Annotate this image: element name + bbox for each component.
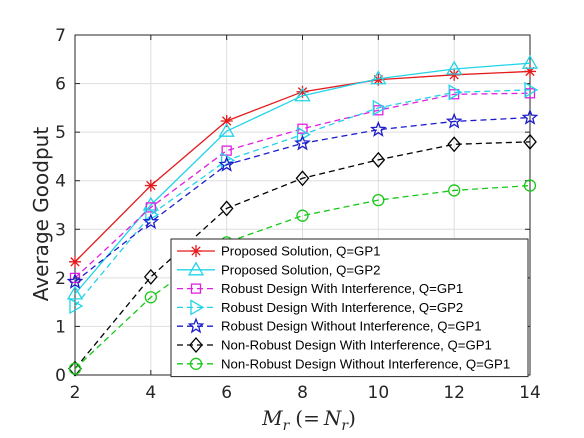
data-point [218,155,236,172]
series-5 [68,133,537,377]
legend-entry: Robust Design Without Interference, Q=GP… [177,317,482,334]
legend-entry: Non-Robust Design With Interference, Q=G… [177,337,492,353]
x-tick-label: 8 [297,383,308,403]
data-point [221,145,232,156]
data-point [68,360,82,377]
series-lines [66,54,539,377]
x-axis-label-m-subscript: r [283,418,291,434]
legend-entry: Proposed Solution, Q=GP1 [177,244,380,259]
x-tick-label: 10 [368,383,390,403]
legend-label: Proposed Solution, Q=GP1 [221,244,380,259]
x-tick-label: 12 [443,383,465,403]
legend-label: Non-Robust Design Without Interference, … [221,356,510,371]
x-axis-label: Mr (= Nr) [261,406,356,434]
legend-marker-swatch [190,299,205,316]
legend-marker-swatch [189,357,203,370]
data-point [523,179,537,192]
data-point [521,108,539,125]
axis-labels: Average Goodput Mr (= Nr) [29,127,356,434]
data-point [296,85,309,98]
series-2 [69,88,536,284]
legend-marker-swatch [187,261,205,276]
legend: Proposed Solution, Q=GP1 Proposed Solutio… [170,238,529,378]
legend-marker-swatch [187,317,205,334]
legend-label: Robust Design Without Interference, Q=GP… [221,319,482,334]
legend-label: Non-Robust Design With Interference, Q=G… [221,338,492,353]
data-point [448,84,463,101]
data-point [524,65,536,78]
data-point [68,362,82,375]
x-axis-label-m: M [261,406,283,430]
data-point [369,120,387,137]
series-line [74,62,531,295]
data-point [69,297,84,315]
series-line [74,184,531,370]
y-axis-label: Average Goodput [29,127,53,302]
data-point [66,285,84,300]
x-axis-label-n: N [323,406,343,430]
y-tick-label: 2 [55,269,66,289]
data-point [295,170,310,187]
legend-label: Robust Design With Interference, Q=GP1 [221,281,463,296]
data-point [142,213,160,230]
y-tick-label: 1 [55,317,66,337]
data-point [143,268,158,285]
series-line [74,141,531,370]
data-point [218,122,235,137]
series-line [74,116,531,283]
x-tick-label: 4 [145,383,156,403]
data-point [69,255,81,268]
data-point [372,193,385,207]
legend-entry: Robust Design With Interference, Q=GP2 [177,299,463,316]
data-point [445,112,463,129]
x-axis-label-close-paren: ) [348,406,356,430]
y-tick-label: 0 [55,366,66,386]
data-point [521,54,539,69]
legend-marker-swatch [190,245,202,257]
y-tick-label: 6 [55,75,66,95]
data-point [523,133,537,150]
data-point [372,73,385,86]
data-point [448,68,461,81]
legend-box [170,238,529,378]
legend-entry: Robust Design With Interference, Q=GP1 [177,281,463,296]
x-tick-label: 6 [221,383,232,403]
data-point [524,81,539,99]
data-point [220,114,233,127]
legend-entry: Non-Robust Design Without Interference, … [177,356,510,371]
series-0 [69,65,536,268]
legend-marker-swatch [189,337,203,353]
x-axis-label-n-subscript: r [341,418,349,434]
y-tick-label: 5 [55,123,66,143]
data-point [296,209,309,222]
x-tick-label: 2 [70,383,81,403]
data-point [372,99,387,116]
y-tick-label: 7 [55,26,66,46]
y-tick-label: 4 [55,172,66,192]
data-point [448,184,461,197]
series-4 [66,108,539,289]
data-point [294,87,311,102]
data-point [371,151,386,168]
data-point [447,136,462,153]
x-axis-label-equals: (= [295,406,320,430]
legend-label: Robust Design With Interference, Q=GP2 [221,300,463,315]
data-point [446,60,463,75]
data-point [66,272,84,289]
data-point [144,179,157,192]
data-point [144,291,157,304]
data-point [294,134,311,151]
legend-label: Proposed Solution, Q=GP2 [221,262,380,277]
x-tick-label: 14 [519,383,541,403]
data-point [219,200,234,217]
legend-marker-swatch [190,283,202,294]
y-tick-label: 3 [55,220,66,240]
data-point [370,70,387,85]
legend-entry: Proposed Solution, Q=GP2 [177,261,380,277]
series-line [74,92,531,279]
